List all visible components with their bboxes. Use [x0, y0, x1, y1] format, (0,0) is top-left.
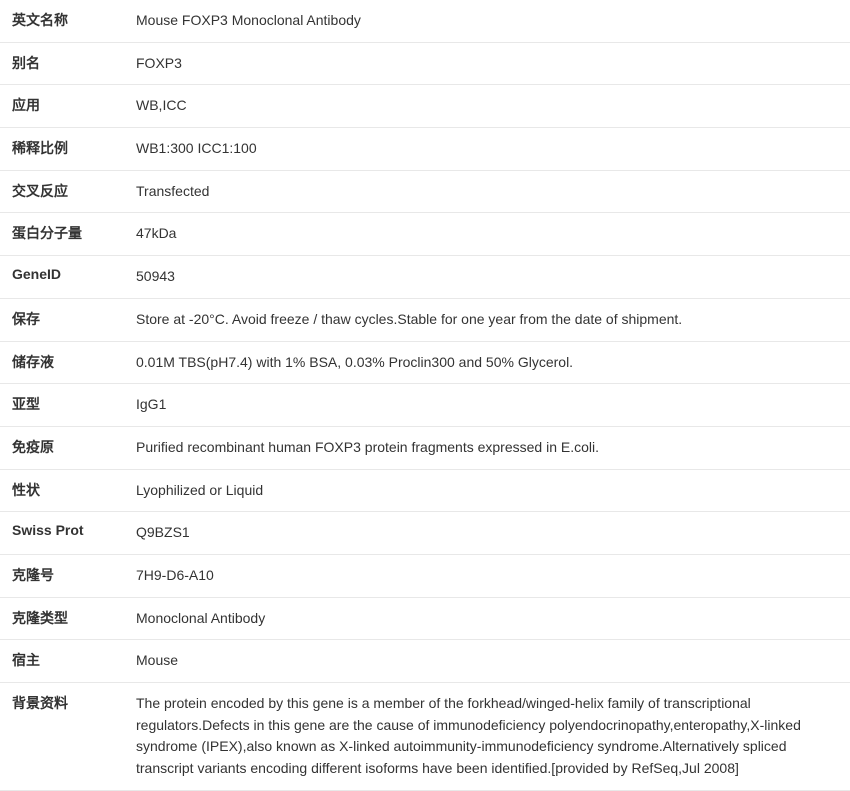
table-row: GeneID50943 [0, 256, 850, 299]
row-label: 稀释比例 [0, 128, 128, 171]
spec-table-body: 英文名称Mouse FOXP3 Monoclonal Antibody 别名FO… [0, 0, 850, 790]
table-row: 蛋白分子量47kDa [0, 213, 850, 256]
row-value: Mouse [128, 640, 850, 683]
row-label: GeneID [0, 256, 128, 299]
table-row: 储存液0.01M TBS(pH7.4) with 1% BSA, 0.03% P… [0, 341, 850, 384]
row-value: Q9BZS1 [128, 512, 850, 555]
row-value: 50943 [128, 256, 850, 299]
row-label: 蛋白分子量 [0, 213, 128, 256]
table-row: Swiss ProtQ9BZS1 [0, 512, 850, 555]
row-value: 7H9-D6-A10 [128, 554, 850, 597]
row-value: Transfected [128, 170, 850, 213]
table-row: 保存Store at -20°C. Avoid freeze / thaw cy… [0, 298, 850, 341]
table-row: 英文名称Mouse FOXP3 Monoclonal Antibody [0, 0, 850, 42]
row-value: 0.01M TBS(pH7.4) with 1% BSA, 0.03% Proc… [128, 341, 850, 384]
row-label: 免疫原 [0, 426, 128, 469]
table-row: 性状Lyophilized or Liquid [0, 469, 850, 512]
table-row: 交叉反应Transfected [0, 170, 850, 213]
row-label: 克隆号 [0, 554, 128, 597]
row-value: WB1:300 ICC1:100 [128, 128, 850, 171]
table-row: 应用WB,ICC [0, 85, 850, 128]
row-value: Lyophilized or Liquid [128, 469, 850, 512]
row-label: Swiss Prot [0, 512, 128, 555]
row-value: FOXP3 [128, 42, 850, 85]
row-value: WB,ICC [128, 85, 850, 128]
row-label: 储存液 [0, 341, 128, 384]
row-value: Monoclonal Antibody [128, 597, 850, 640]
row-label: 保存 [0, 298, 128, 341]
table-row: 免疫原Purified recombinant human FOXP3 prot… [0, 426, 850, 469]
row-label: 英文名称 [0, 0, 128, 42]
row-label: 宿主 [0, 640, 128, 683]
table-row: 背景资料The protein encoded by this gene is … [0, 683, 850, 791]
table-row: 稀释比例WB1:300 ICC1:100 [0, 128, 850, 171]
row-value: Store at -20°C. Avoid freeze / thaw cycl… [128, 298, 850, 341]
row-label: 别名 [0, 42, 128, 85]
table-row: 宿主Mouse [0, 640, 850, 683]
row-value: Purified recombinant human FOXP3 protein… [128, 426, 850, 469]
row-label: 克隆类型 [0, 597, 128, 640]
row-label: 应用 [0, 85, 128, 128]
row-value: 47kDa [128, 213, 850, 256]
row-label: 交叉反应 [0, 170, 128, 213]
table-row: 别名FOXP3 [0, 42, 850, 85]
row-value: Mouse FOXP3 Monoclonal Antibody [128, 0, 850, 42]
row-label: 性状 [0, 469, 128, 512]
row-label: 亚型 [0, 384, 128, 427]
product-spec-table: 英文名称Mouse FOXP3 Monoclonal Antibody 别名FO… [0, 0, 850, 791]
row-label: 背景资料 [0, 683, 128, 791]
row-value: The protein encoded by this gene is a me… [128, 683, 850, 791]
table-row: 亚型IgG1 [0, 384, 850, 427]
row-value: IgG1 [128, 384, 850, 427]
table-row: 克隆类型Monoclonal Antibody [0, 597, 850, 640]
table-row: 克隆号7H9-D6-A10 [0, 554, 850, 597]
